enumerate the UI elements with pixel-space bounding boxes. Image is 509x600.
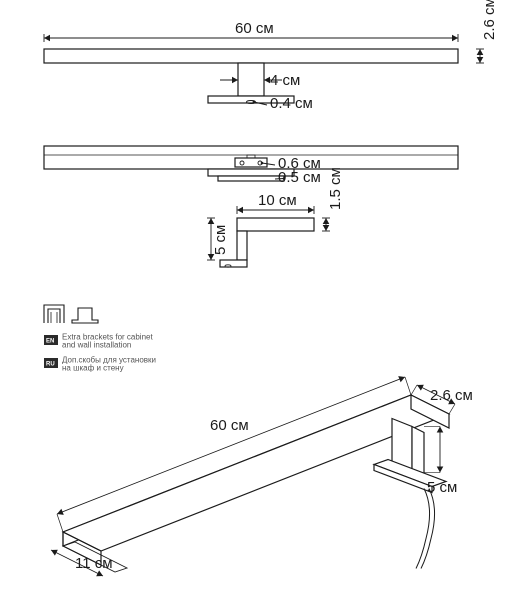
svg-text:2.6 см: 2.6 см xyxy=(481,0,498,40)
svg-text:на шкаф и стену: на шкаф и стену xyxy=(62,364,124,373)
technical-drawing: 60 см2.6 см4 см0.4 см0.6 см0.5 см10 см1.… xyxy=(0,0,509,600)
svg-text:0.4 см: 0.4 см xyxy=(270,95,313,112)
svg-text:60 см: 60 см xyxy=(210,417,249,434)
svg-text:5 см: 5 см xyxy=(212,225,229,255)
svg-text:11 см: 11 см xyxy=(75,555,113,572)
svg-text:EN: EN xyxy=(46,339,54,345)
svg-text:4 см: 4 см xyxy=(270,72,300,89)
svg-text:60 см: 60 см xyxy=(235,20,274,37)
svg-text:1.5 см: 1.5 см xyxy=(327,167,344,210)
svg-text:0.5 см: 0.5 см xyxy=(278,169,321,186)
svg-text:and wall installation: and wall installation xyxy=(62,341,131,350)
svg-text:2.6 см: 2.6 см xyxy=(430,387,473,404)
svg-text:RU: RU xyxy=(46,362,55,368)
svg-text:5 см: 5 см xyxy=(427,479,457,496)
svg-text:10 см: 10 см xyxy=(258,192,297,209)
